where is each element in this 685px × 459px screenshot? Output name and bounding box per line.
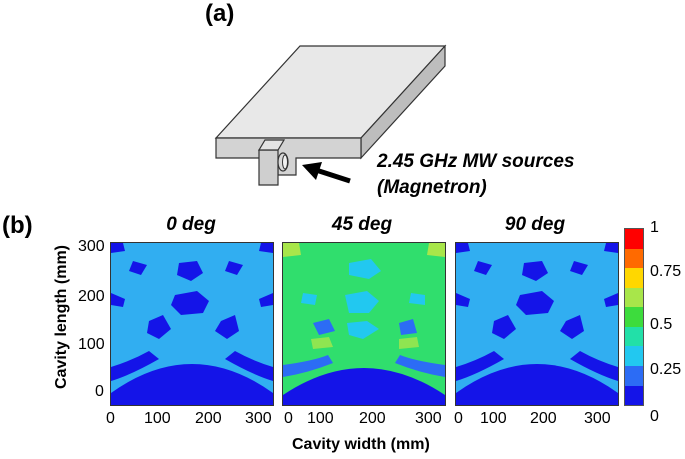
- colorbar-tick-0.25: 0.25: [650, 361, 682, 378]
- panel-b-tag: (b): [2, 212, 33, 239]
- y-tick-300: 300: [78, 238, 105, 255]
- colorbar-swatch: [625, 346, 643, 366]
- x-tick-200-a: 200: [195, 410, 222, 427]
- colorbar: [624, 228, 644, 406]
- waveguide-left: [258, 149, 279, 186]
- x-axis-label: Cavity width (mm): [292, 436, 430, 453]
- arrow-icon: [315, 167, 351, 184]
- x-tick-200-c: 200: [530, 410, 557, 427]
- y-tick-0: 0: [95, 383, 104, 400]
- magnetron-annotation-line2: (Magnetron): [377, 177, 487, 198]
- x-tick-0-b: 0: [284, 410, 293, 427]
- colorbar-swatch: [625, 326, 643, 347]
- heatmap-0deg: [110, 242, 274, 406]
- magnetron-annotation-line1: 2.45 GHz MW sources: [377, 151, 575, 172]
- colorbar-swatch: [625, 248, 643, 269]
- y-tick-200: 200: [78, 288, 105, 305]
- x-tick-100-b: 100: [307, 410, 334, 427]
- x-tick-0-a: 0: [106, 410, 115, 427]
- cavity-front-face: [215, 137, 362, 176]
- colorbar-swatch: [625, 229, 643, 249]
- colorbar-tick-0.75: 0.75: [650, 263, 682, 280]
- x-tick-100-c: 100: [480, 410, 507, 427]
- x-tick-300-c: 300: [584, 410, 611, 427]
- heatmap-title-0deg: 0 deg: [166, 214, 216, 235]
- heatmap-45deg: [282, 242, 446, 406]
- heatmap-title-45deg: 45 deg: [331, 214, 393, 235]
- x-tick-100-a: 100: [144, 410, 171, 427]
- microwave-cavity-diagram: [214, 44, 447, 186]
- colorbar-swatch: [625, 307, 643, 327]
- heatmap-90deg: [455, 242, 619, 406]
- waveguide-top: [257, 139, 286, 151]
- y-tick-100: 100: [78, 336, 105, 353]
- x-tick-300-a: 300: [245, 410, 272, 427]
- x-tick-0-c: 0: [454, 410, 463, 427]
- colorbar-tick-0: 0: [650, 408, 659, 425]
- panel-a-tag: (a): [205, 0, 235, 27]
- colorbar-swatch: [625, 287, 643, 308]
- y-axis-label: Cavity length (mm): [53, 245, 70, 390]
- colorbar-tick-0.5: 0.5: [650, 316, 673, 333]
- x-tick-200-b: 200: [359, 410, 386, 427]
- heatmap-title-90deg: 90 deg: [504, 214, 566, 235]
- colorbar-tick-1: 1: [650, 219, 659, 236]
- colorbar-swatch: [625, 385, 643, 406]
- colorbar-swatch: [625, 365, 643, 386]
- x-tick-300-b: 300: [415, 410, 442, 427]
- colorbar-swatch: [625, 268, 643, 288]
